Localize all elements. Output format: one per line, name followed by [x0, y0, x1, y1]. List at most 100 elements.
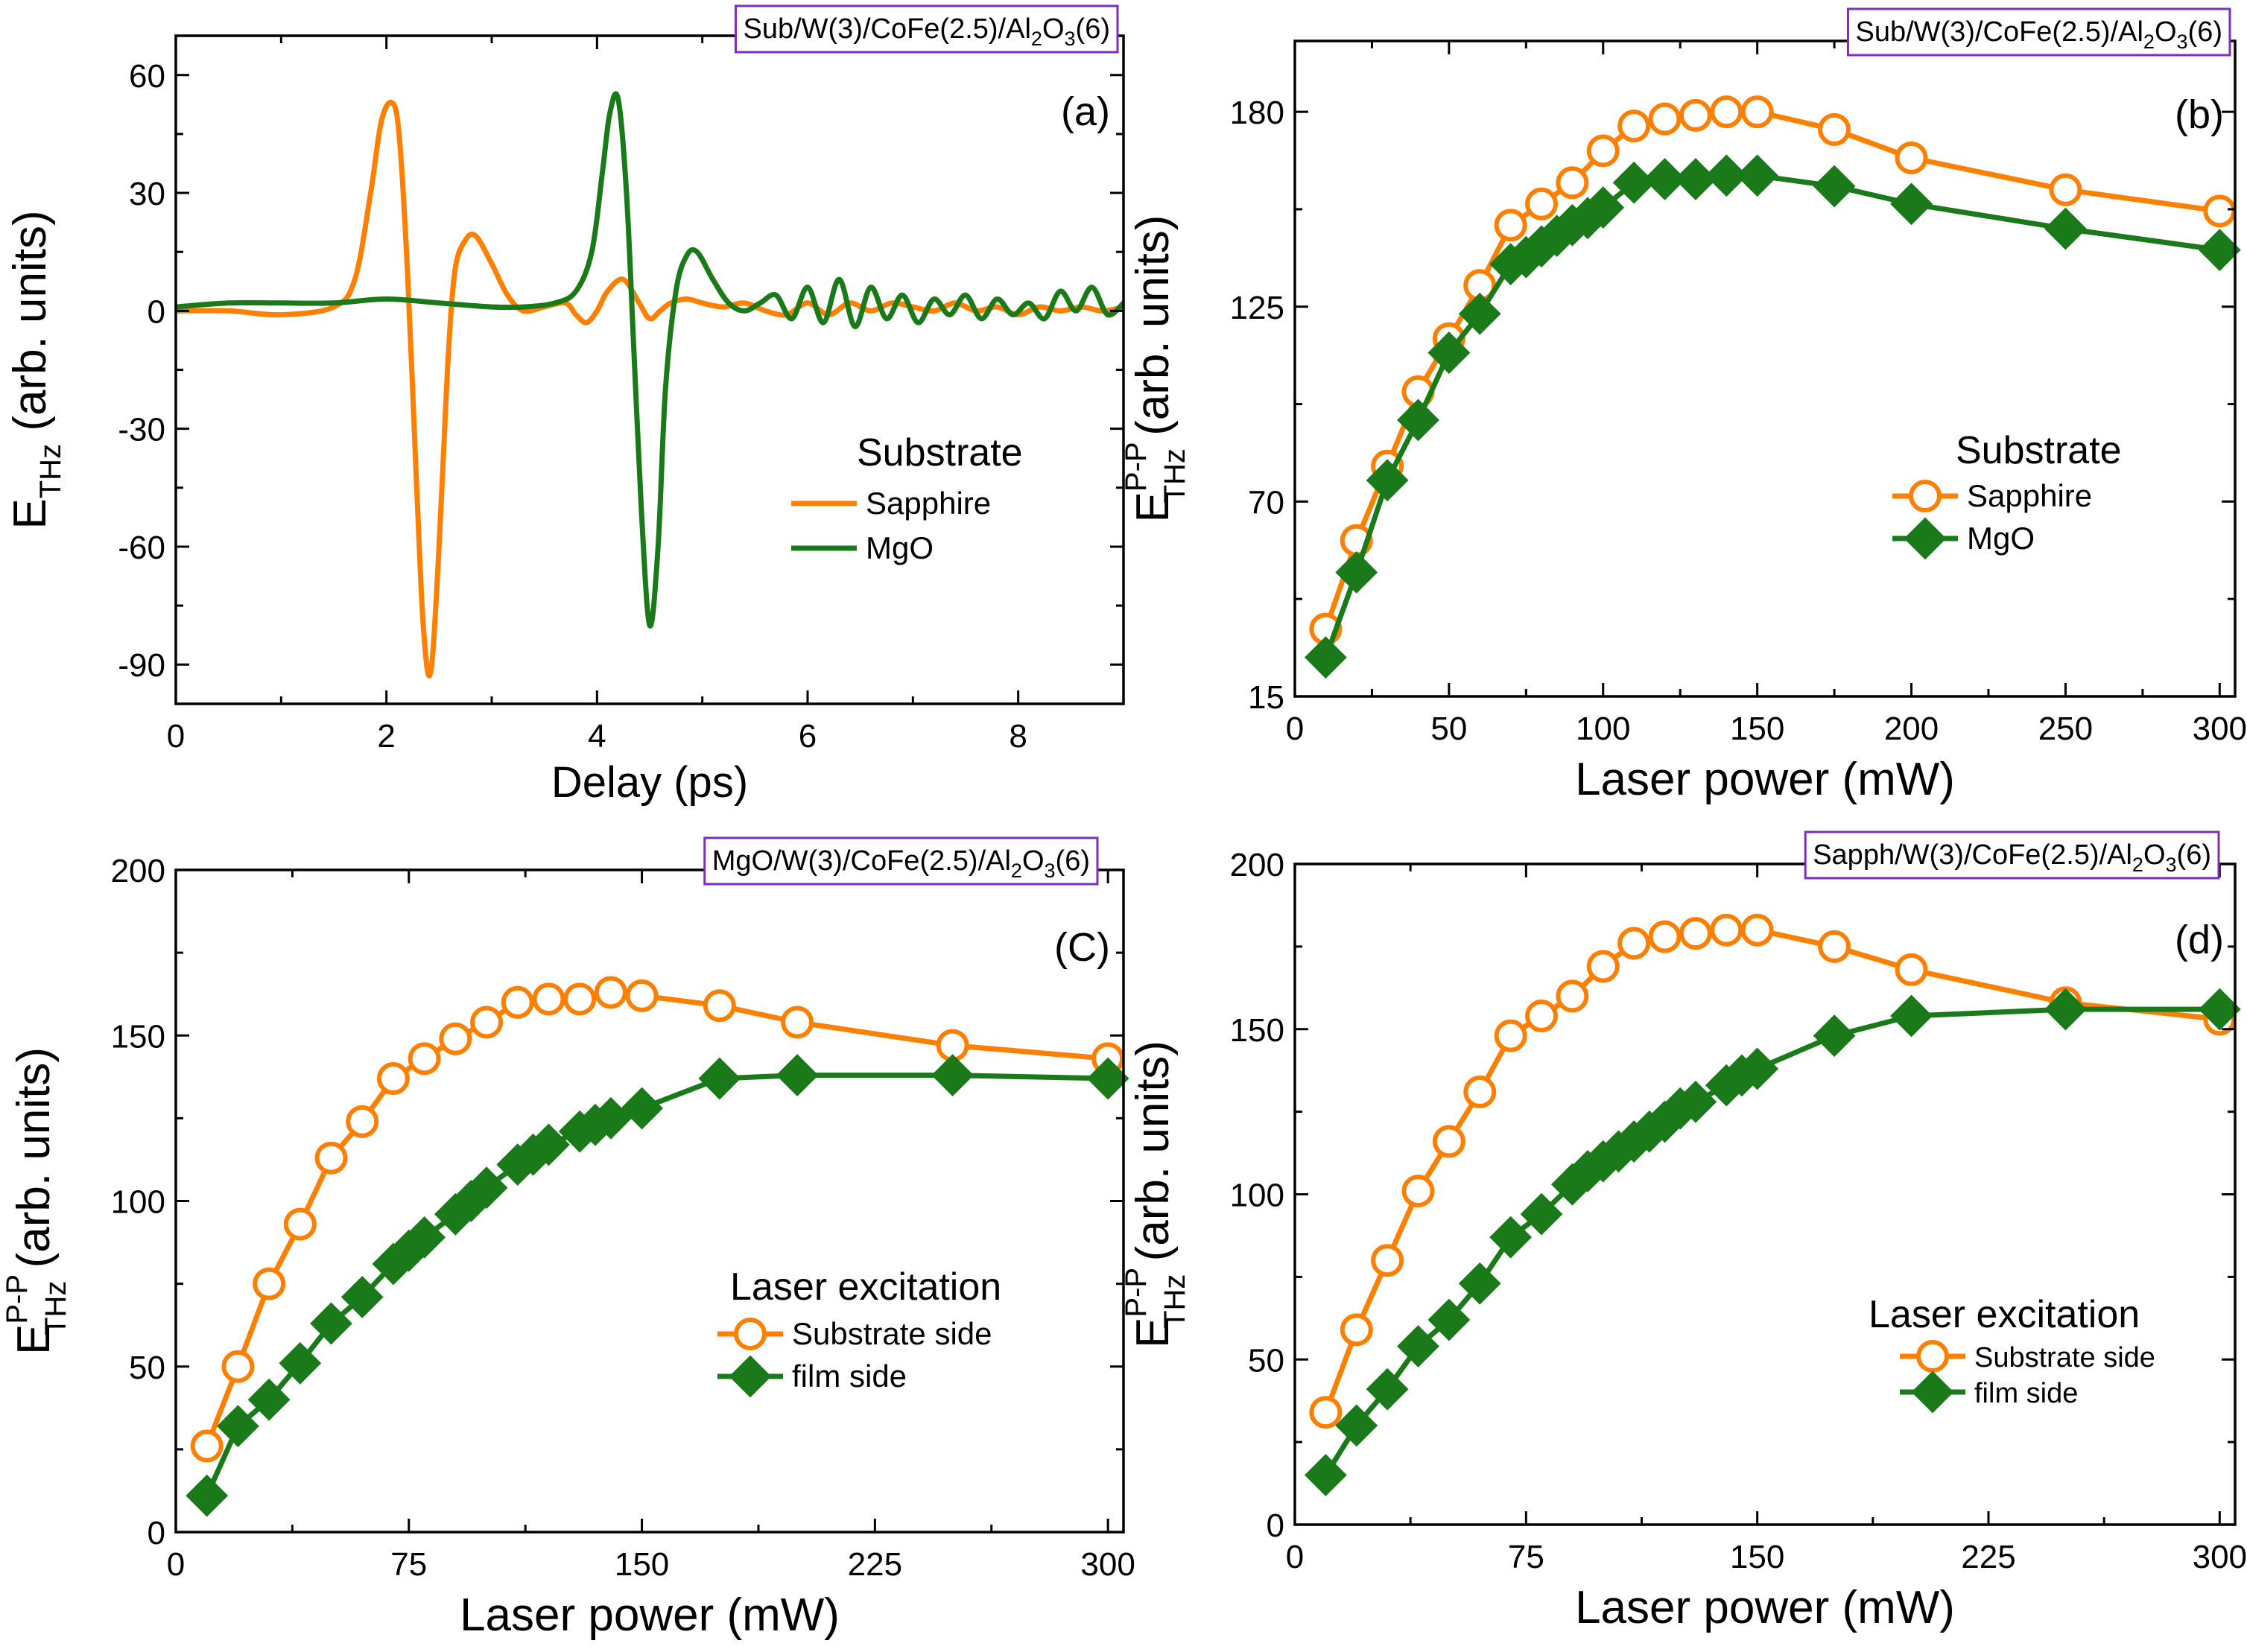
x-tick-label: 6	[799, 718, 817, 754]
data-point	[1586, 134, 1620, 168]
data-point	[1463, 1076, 1497, 1109]
legend: Substrate Sapphire MgO	[791, 431, 1023, 565]
y-axis-label: ETHz (arb. units)	[4, 210, 67, 529]
y-tick-label: 100	[111, 1184, 165, 1221]
data-point	[439, 1022, 472, 1055]
legend-marker	[1916, 1340, 1949, 1373]
series-sapphire	[175, 99, 1124, 679]
x-axis-label: Delay (ps)	[551, 758, 748, 807]
plot-frame	[174, 34, 1125, 705]
data-point	[563, 982, 597, 1016]
series-line	[175, 99, 1124, 679]
data-point	[1818, 930, 1851, 963]
data-point	[1582, 186, 1625, 229]
series-line	[175, 91, 1126, 629]
data-point	[2198, 988, 2241, 1031]
data-point	[190, 1429, 224, 1463]
data-point	[186, 1474, 229, 1517]
data-point	[1458, 292, 1501, 335]
legend-entry: Sapphire	[866, 486, 991, 521]
legend-marker	[734, 1318, 767, 1350]
data-point	[1556, 979, 1589, 1013]
sample-box-border	[1804, 830, 2220, 880]
svg-text:MgO/W(3)/CoFe(2.5)/Al2O3(6): MgO/W(3)/CoFe(2.5)/Al2O3(6)	[712, 845, 1090, 882]
x-tick-label: 300	[2193, 1539, 2247, 1575]
sample-label: Sub/W(3)/CoFe(2.5)/Al2O3(6)	[734, 4, 1119, 54]
y-tick-label: 0	[148, 293, 165, 330]
data-point	[1813, 1014, 1856, 1058]
data-point	[221, 1350, 255, 1383]
legend-marker	[1904, 517, 1947, 560]
data-point	[2198, 229, 2241, 272]
data-point	[314, 1141, 348, 1175]
series-film-side	[186, 1054, 1129, 1517]
svg-text:Sub/W(3)/CoFe(2.5)/Al2O3(6): Sub/W(3)/CoFe(2.5)/Al2O3(6)	[1855, 16, 2222, 53]
data-point	[1648, 102, 1682, 136]
y-tick-label: 50	[1248, 1342, 1284, 1379]
panel-d: 0 75 150 225 300 0 50 100 150 200 Laser power (mW)…	[1120, 830, 2247, 1633]
data-point	[2044, 207, 2087, 250]
legend-entry: Sapphire	[1967, 478, 2092, 513]
series-sapphire	[1309, 95, 2237, 646]
data-point	[1309, 1396, 1343, 1429]
x-tick-label: 150	[1730, 711, 1784, 747]
panel-letter: (d)	[2175, 918, 2224, 962]
y-tick-label: 30	[129, 176, 165, 212]
panel-letter: (a)	[1061, 89, 1110, 134]
x-tick-label: 50	[1430, 711, 1467, 747]
data-point	[1335, 1404, 1378, 1447]
data-point	[1586, 950, 1620, 983]
data-point	[1644, 158, 1686, 200]
data-point	[1895, 953, 1928, 986]
data-point	[1617, 927, 1651, 960]
data-point	[1890, 994, 1933, 1038]
y-tick-label: 100	[1230, 1178, 1284, 1214]
series-mgo	[175, 91, 1126, 629]
legend-title: Substrate	[857, 431, 1023, 474]
data-point	[1525, 187, 1559, 220]
series-substrate-side	[190, 976, 1125, 1463]
data-point	[1674, 1080, 1717, 1123]
y-axis-label: EP-P THz (arb. units)	[1, 1047, 72, 1355]
data-point	[247, 1378, 291, 1421]
data-point	[703, 989, 736, 1023]
data-point	[1427, 331, 1471, 375]
sample-box-border	[1846, 7, 2231, 57]
series-line	[204, 990, 1111, 1449]
x-tick-label: 0	[167, 1546, 185, 1583]
y-tick-label: -30	[118, 412, 165, 448]
data-point	[1371, 1244, 1404, 1277]
data-point	[216, 1405, 259, 1448]
data-point	[279, 1341, 322, 1385]
x-tick-label: 75	[1508, 1539, 1544, 1575]
y-tick-label: 70	[1248, 484, 1284, 521]
series-line	[1322, 927, 2222, 1415]
data-point	[1710, 913, 1743, 947]
svg-text:Sapph/W(3)/CoFe(2.5)/Al2O3(6): Sapph/W(3)/CoFe(2.5)/Al2O3(6)	[1813, 839, 2211, 876]
plot-frame	[1293, 862, 2237, 1526]
sample-box-border	[703, 836, 1099, 886]
data-point	[2049, 173, 2082, 206]
sample-label: Sub/W(3)/CoFe(2.5)/Al2O3(6)	[1846, 7, 2231, 57]
x-tick-label: 225	[848, 1546, 902, 1583]
y-tick-label: 200	[111, 853, 165, 889]
x-tick-label: 0	[167, 718, 185, 754]
data-point	[1525, 1000, 1559, 1033]
y-axis-label: EP-P THz (arb. units)	[1120, 1041, 1191, 1348]
data-point	[1458, 1262, 1501, 1305]
x-tick-label: 150	[615, 1546, 669, 1583]
panel-a: 0 2 4 6 8 -90 -60 -30 0 30 60 Delay (ps) ETHz (arb. …	[4, 4, 1126, 807]
legend-title: Substrate	[1956, 429, 2122, 472]
data-point	[931, 1054, 974, 1097]
data-point	[465, 1166, 508, 1210]
data-point	[1818, 112, 1851, 146]
data-point	[1679, 98, 1712, 132]
data-point	[1813, 165, 1856, 208]
data-point	[1401, 1175, 1435, 1208]
y-tick-label: 0	[148, 1515, 165, 1551]
panel-letter: (b)	[2175, 92, 2224, 137]
data-point	[283, 1207, 317, 1241]
data-point	[1520, 1192, 1563, 1236]
data-point	[1895, 141, 1928, 174]
